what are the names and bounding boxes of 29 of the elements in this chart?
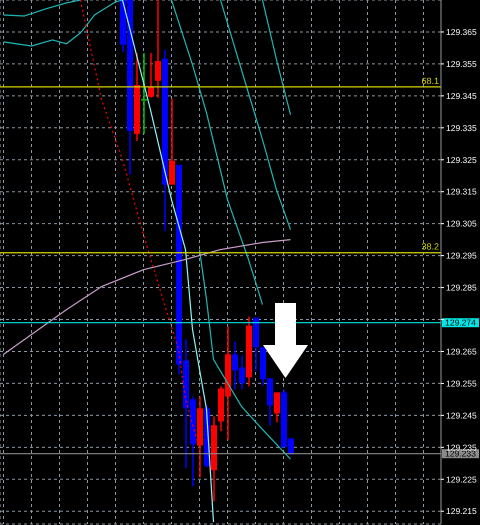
candlestick [155,0,161,99]
y-tick-label: 129.285 [446,282,477,293]
candlestick [141,52,147,135]
y-tick-label: 129.365 [446,26,477,37]
line-series [198,248,292,460]
y-tick-label: 129.305 [446,218,477,229]
line-series [122,0,214,523]
line-series [2,239,292,355]
y-tick-label: 129.255 [446,378,477,388]
line-series [220,0,292,230]
y-tick-label: 129.315 [446,186,477,197]
y-tick-label: 129.355 [446,58,477,69]
y-tick-label: 129.295 [446,250,477,261]
y-tick-label: 129.345 [446,90,477,101]
y-tick-label: 129.335 [446,122,477,133]
annotation: 68.1 [421,76,439,86]
y-tick-label: 129.265 [446,346,477,356]
y-tick-label: 129.215 [446,506,477,516]
ref-line-label: 129.274 [445,318,476,328]
candlestick [148,52,154,99]
line-series [170,0,264,306]
line-series [2,0,82,17]
y-tick-label: 129.225 [446,474,477,484]
candlestick [169,98,175,186]
line-series [2,0,124,47]
annotation: 38.2 [421,242,439,252]
y-tick-label: 129.325 [446,154,477,165]
candlestick [274,392,280,424]
y-tick-label: 129.245 [446,410,477,420]
